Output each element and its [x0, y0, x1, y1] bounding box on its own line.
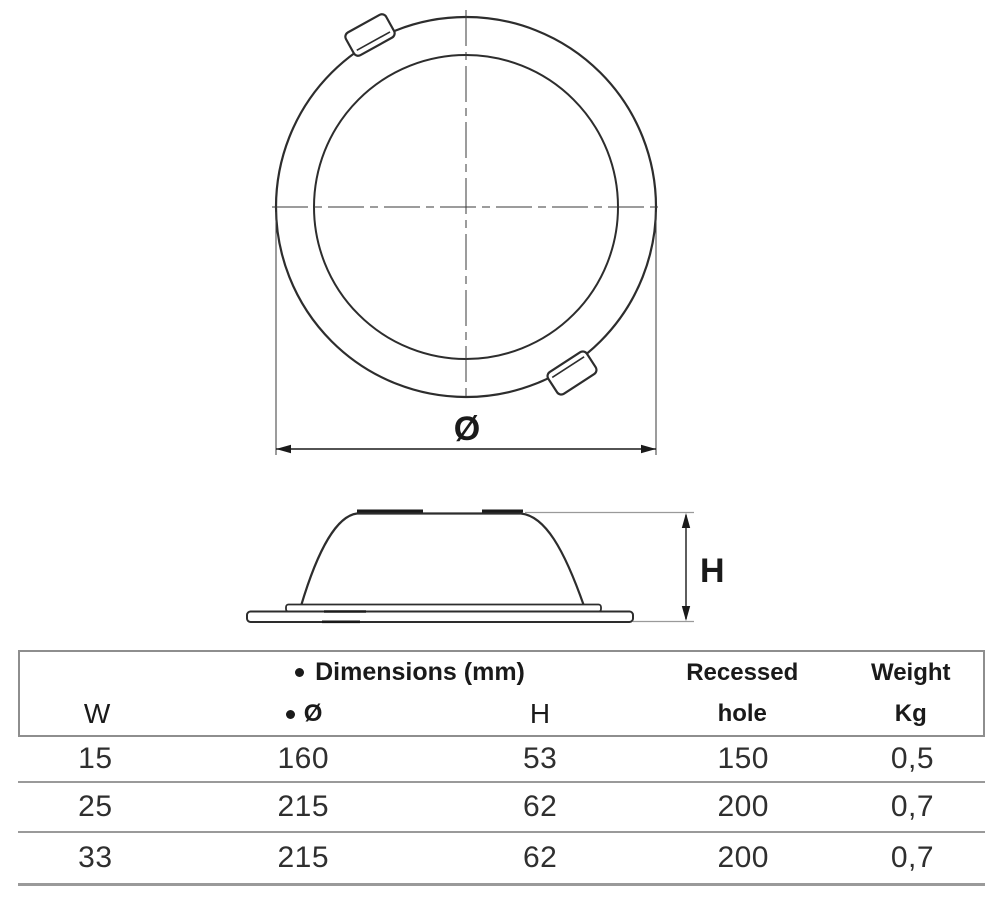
- dimension-arrow-up-icon: [681, 513, 691, 528]
- cell-recessed-hole: 150: [717, 742, 769, 775]
- cell-h: 62: [522, 841, 558, 874]
- mounting-clip-bottom: [546, 350, 598, 396]
- cell-weight: 0,7: [890, 841, 935, 874]
- top-view-drawing: Ø: [272, 10, 660, 455]
- spec-table: Dimensions (mm) Recessed Weight W Ø H ho…: [18, 650, 985, 886]
- dimension-arrow-left-icon: [276, 444, 291, 454]
- table-row: 33 215 62 200 0,7: [18, 833, 985, 886]
- header-weight-line2: Kg: [894, 700, 927, 728]
- cell-recessed-hole: 200: [717, 790, 769, 823]
- table-row: 25 215 62 200 0,7: [18, 783, 985, 833]
- base-flange: [246, 610, 634, 623]
- header-recessed-line1: Recessed: [686, 658, 799, 686]
- cell-recessed-hole: 200: [717, 841, 769, 874]
- header-dimensions-group: Dimensions (mm): [174, 660, 646, 685]
- cell-diameter: 215: [277, 841, 330, 874]
- height-label: H: [700, 552, 725, 590]
- cell-weight: 0,7: [890, 790, 935, 823]
- cell-diameter: 160: [277, 742, 330, 775]
- side-view-drawing: H: [246, 509, 725, 624]
- cell-h: 53: [522, 742, 558, 775]
- dimension-arrow-right-icon: [641, 444, 656, 454]
- header-recessed-line2: hole: [717, 700, 767, 728]
- bullet-icon: [285, 709, 295, 719]
- header-weight-line1: Weight: [870, 658, 951, 686]
- technical-drawing: Ø H: [246, 10, 725, 624]
- mounting-clip-top: [344, 13, 396, 57]
- cell-diameter: 215: [277, 790, 330, 823]
- dimensions-group-label: Dimensions (mm): [315, 658, 525, 687]
- cell-w: 15: [78, 742, 113, 775]
- diameter-label: Ø: [454, 410, 480, 448]
- cell-weight: 0,5: [890, 742, 935, 775]
- table-row: 15 160 53 150 0,5: [18, 737, 985, 783]
- dimension-arrow-down-icon: [681, 606, 691, 621]
- header-col-w: W: [83, 698, 111, 730]
- diameter-col-label: Ø: [303, 700, 323, 728]
- cell-w: 33: [78, 841, 113, 874]
- dome-profile: [299, 512, 586, 607]
- bullet-icon: [295, 668, 305, 678]
- cell-w: 25: [78, 790, 113, 823]
- header-col-diameter: Ø: [174, 702, 434, 726]
- cell-h: 62: [522, 790, 558, 823]
- header-col-h: H: [529, 698, 551, 730]
- spec-table-header: Dimensions (mm) Recessed Weight W Ø H ho…: [18, 650, 985, 737]
